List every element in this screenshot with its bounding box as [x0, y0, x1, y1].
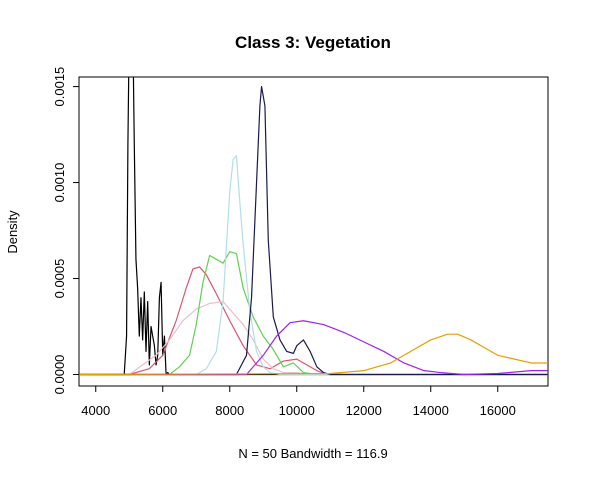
chart-title: Class 3: Vegetation	[235, 33, 391, 52]
series-line-7	[79, 320, 548, 376]
y-axis: 0.0000 0.0005 0.0010 0.0015	[52, 67, 80, 395]
x-tick-label: 12000	[346, 403, 382, 418]
series-line-5	[79, 155, 548, 376]
x-axis: 4000 6000 8000 10000 12000 14000 16000	[81, 385, 516, 418]
x-tick-label: 14000	[413, 403, 449, 418]
series-line-4	[79, 251, 548, 376]
x-tick-label: 16000	[480, 403, 516, 418]
y-axis-label: Density	[5, 210, 20, 254]
x-tick-label: 4000	[81, 403, 110, 418]
y-tick-label: 0.0015	[52, 67, 67, 107]
series-line-8	[79, 333, 548, 376]
plot-border	[78, 76, 549, 387]
x-axis-label: N = 50 Bandwidth = 116.9	[238, 446, 387, 461]
y-tick-label: 0.0000	[52, 355, 67, 395]
series-layer	[79, 77, 548, 376]
x-tick-label: 6000	[148, 403, 177, 418]
x-tick-label: 10000	[279, 403, 315, 418]
series-line-2	[79, 266, 548, 376]
series-line-1	[79, 77, 548, 376]
series-line-6	[79, 85, 548, 376]
y-tick-label: 0.0010	[52, 163, 67, 203]
y-tick-label: 0.0005	[52, 259, 67, 299]
series-line-3	[79, 300, 548, 376]
x-tick-label: 8000	[215, 403, 244, 418]
